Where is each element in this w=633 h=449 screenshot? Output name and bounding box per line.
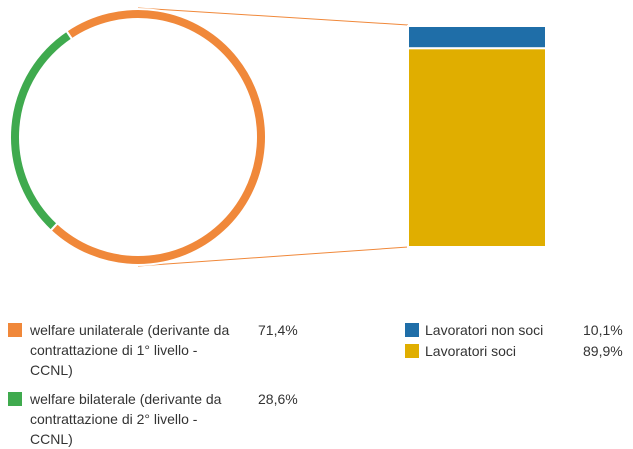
donut-slice [49,8,267,266]
chart [9,7,547,267]
legend-swatch [405,344,419,358]
legend-label: Lavoratori soci [425,343,517,359]
connector [137,7,409,26]
bar-segment [407,25,547,50]
legend-swatch [405,323,419,337]
donut-slice [9,29,74,232]
legend-label: welfare unilaterale (derivante da contra… [30,322,230,378]
value-label: 71,4% [258,322,298,338]
value-label: 10,1% [583,322,623,338]
connector [137,246,409,267]
legend-label: welfare bilaterale (derivante da contrat… [30,391,222,447]
bar-segment [407,47,547,248]
legend-swatch [8,323,22,337]
legend-swatch [8,392,22,406]
value-label: 28,6% [258,391,298,407]
legend-label: Lavoratori non soci [425,322,544,338]
value-label: 89,9% [583,343,623,359]
